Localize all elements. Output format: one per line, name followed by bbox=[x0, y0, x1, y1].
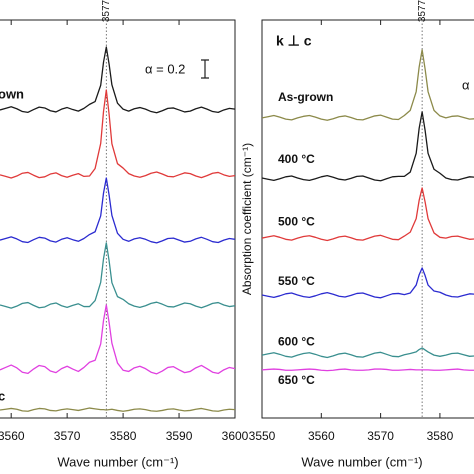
series-label: As-grown bbox=[278, 90, 333, 104]
spectrum-line bbox=[262, 267, 474, 299]
x-tick-label: 3580 bbox=[110, 429, 137, 443]
spectrum-line bbox=[0, 407, 235, 412]
spectrum-line bbox=[0, 46, 235, 114]
spectrum-line bbox=[262, 111, 474, 182]
spectrum-line bbox=[0, 177, 235, 244]
spectrum-line bbox=[262, 187, 474, 242]
scale-bar bbox=[201, 59, 209, 79]
annotation: c bbox=[0, 388, 5, 403]
x-tick-label: 3590 bbox=[166, 429, 193, 443]
y-axis-label: Absorption coefficient (cm⁻¹) bbox=[240, 143, 254, 295]
x-axis-label: Wave number (cm⁻¹) bbox=[57, 454, 178, 469]
spectrum-line bbox=[262, 368, 474, 372]
spectrum-line bbox=[262, 347, 474, 359]
series-label: 400 °C bbox=[278, 152, 315, 166]
spectrum-line bbox=[0, 304, 235, 375]
spectrum-line bbox=[0, 242, 235, 309]
x-tick-label: 3570 bbox=[54, 429, 81, 443]
series-label: 500 °C bbox=[278, 214, 315, 228]
x-tick-label: 3560 bbox=[308, 429, 335, 443]
plot-frame bbox=[0, 19, 236, 419]
spectrum-line bbox=[262, 49, 474, 121]
x-tick-label: 3550 bbox=[249, 429, 276, 443]
x-tick-label: 3570 bbox=[367, 429, 394, 443]
x-tick-label: 3600 bbox=[222, 429, 249, 443]
series-label: 550 °C bbox=[278, 274, 315, 288]
annotation: α bbox=[462, 77, 470, 92]
series-label: 650 °C bbox=[278, 373, 315, 387]
x-tick-label: 3560 bbox=[0, 429, 25, 443]
annotation: own bbox=[0, 86, 24, 101]
x-tick-label: 3580 bbox=[427, 429, 454, 443]
spectrum-line bbox=[0, 89, 235, 179]
panel-title: k ⊥ c bbox=[276, 33, 312, 49]
plot-area bbox=[262, 20, 474, 418]
x-axis-label: Wave number (cm⁻¹) bbox=[301, 454, 422, 469]
plot-frame bbox=[261, 19, 474, 419]
plot-area bbox=[0, 20, 235, 418]
annotation: α = 0.2 bbox=[145, 61, 185, 76]
series-label: 600 °C bbox=[278, 334, 315, 348]
reference-label: 3577 bbox=[101, 0, 112, 22]
reference-label: 3577 bbox=[417, 0, 428, 22]
